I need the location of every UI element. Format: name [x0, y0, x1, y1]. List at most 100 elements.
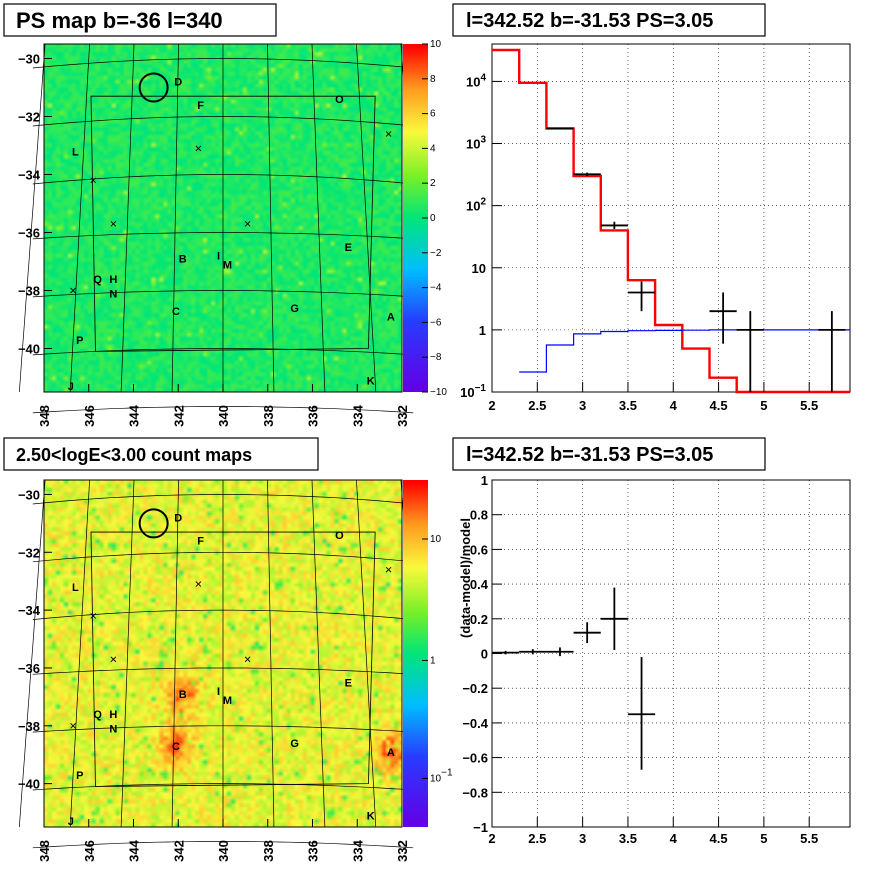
source-label: H: [109, 709, 117, 721]
x-tick-label: 336: [306, 840, 321, 862]
source-label: N: [109, 724, 117, 736]
x-tick-label: 2.5: [528, 831, 546, 846]
ps-map-x-ticks: 348 346 344 342 340 338 336 334 332: [37, 384, 410, 427]
y-tick-label: −36: [18, 661, 40, 676]
source-label: F: [197, 536, 204, 548]
spectrum-frame: [491, 43, 851, 393]
residual-y-ticks: 1 0.8 0.6 0.4 0.2 0 −0.2 −0.4 −0.6 −0.8 −1: [462, 473, 502, 835]
source-label: H: [109, 274, 117, 286]
colorbar-tick-label: 2: [430, 178, 436, 189]
source-label: I: [217, 686, 220, 698]
lon-gridline: [311, 43, 326, 393]
count-map-sources: D F O L E B IM Q HN C G A P K J: [68, 508, 395, 828]
spectrum-series: [492, 48, 850, 394]
colorbar-tick-label: 10: [430, 39, 442, 50]
colorbar-tick-label: −4: [430, 283, 442, 294]
residual-panel: 2 2.5 3 3.5 4 4.5 5 5.5 1 0.8 0.6 0.4 0.2 0 −0.2 −0.4 −…: [458, 473, 851, 846]
x-tick-label: 336: [306, 405, 321, 427]
source-label: G: [290, 738, 299, 750]
x-tick-label: 338: [261, 840, 276, 862]
source-label: A: [387, 747, 395, 759]
y-tick-label: 1: [479, 323, 486, 338]
source-cross: [385, 566, 392, 573]
x-tick-label: 5: [760, 831, 767, 846]
colorbar-tick-label: 10−1: [430, 767, 453, 784]
y-tick-label: −34: [18, 168, 41, 183]
source-label: N: [109, 288, 117, 300]
colorbar-tick-label: 8: [430, 74, 436, 85]
roi-outline: [90, 531, 376, 787]
colorbar-tick-label: 10: [430, 534, 442, 545]
residual-title: l=342.52 b=-31.53 PS=3.05: [466, 444, 713, 466]
source-cross: [70, 722, 76, 729]
source-label: K: [367, 810, 375, 822]
y-tick-label: −1: [473, 820, 488, 835]
residual-x-ticks: 2 2.5 3 3.5 4 4.5 5 5.5: [488, 817, 818, 846]
source-label: D: [174, 513, 182, 525]
x-tick-label: 346: [82, 405, 97, 427]
ps-map-colorbar-ticks: 10 8 6 4 2 0 −2 −4 −6 −8 −10: [422, 39, 447, 398]
source-label: O: [335, 94, 344, 106]
lon-gridline: [171, 43, 179, 393]
x-tick-label: 332: [395, 840, 410, 862]
x-tick-label: 3.5: [619, 831, 637, 846]
target-circle: [138, 72, 169, 103]
residual-frame: [491, 479, 851, 828]
ps-map-panel: 348 346 344 342 340 338 336 334 332 −30 −32 −34 −36…: [18, 39, 447, 427]
y-tick-label: −38: [18, 719, 40, 734]
y-tick-label: −38: [18, 284, 40, 299]
lon-gridline: [267, 43, 275, 393]
y-tick-label: −0.4: [462, 716, 488, 731]
x-tick-label: 344: [127, 839, 142, 861]
lat-gridline: [32, 841, 414, 849]
colorbar-tick-label: −8: [430, 352, 442, 363]
colorbar-tick-label: −6: [430, 317, 442, 328]
y-tick-label: −0.2: [462, 681, 488, 696]
source-cross: [90, 613, 97, 619]
colorbar-tick-label: 6: [430, 109, 436, 120]
x-tick-label: 342: [171, 840, 186, 862]
y-tick-label: 0.4: [470, 577, 489, 592]
source-label: Q: [93, 709, 102, 721]
y-tick-label: 102: [466, 197, 486, 214]
x-tick-label: 348: [37, 405, 52, 427]
x-tick-label: 332: [395, 405, 410, 427]
spectrum-y-ticks: 10−1 1 10 102 103 104: [460, 72, 502, 400]
y-tick-label: 0: [481, 647, 488, 662]
source-label: I: [217, 251, 220, 263]
y-tick-label: 10−1: [460, 383, 486, 400]
y-tick-label: −36: [18, 226, 40, 241]
source-label: C: [172, 741, 180, 753]
source-label: C: [172, 306, 180, 318]
y-tick-label: 0.2: [470, 612, 488, 627]
lon-gridline: [311, 479, 326, 828]
x-tick-label: 340: [216, 405, 231, 427]
source-label: A: [387, 312, 395, 324]
roi-outline: [90, 95, 376, 352]
residual-y-axis-label: (data-model)/model: [458, 518, 473, 638]
x-tick-label: 3: [579, 398, 586, 413]
lon-gridline: [69, 479, 90, 828]
spectrum-panel: 2 2.5 3 3.5 4 4.5 5 5.5 10−1 1 10 102 103 104: [460, 43, 851, 413]
y-tick-label: −32: [18, 545, 40, 560]
y-tick-label: 1: [481, 473, 488, 488]
colorbar-tick-label: 1: [430, 655, 436, 666]
map-title-counts: 2.50<logE<3.00 count maps: [16, 445, 252, 465]
lon-gridline: [69, 43, 90, 393]
spectrum-title: l=342.52 b=-31.53 PS=3.05: [466, 10, 713, 32]
source-label: P: [76, 770, 83, 782]
x-tick-label: 344: [127, 404, 142, 426]
y-tick-label: 0.6: [470, 542, 488, 557]
lon-gridline: [18, 43, 46, 393]
source-label: F: [197, 100, 204, 112]
x-tick-label: 5: [760, 398, 767, 413]
x-tick-label: 2: [488, 831, 495, 846]
map-title-ps: PS map b=-36 l=340: [16, 8, 223, 33]
source-cross: [244, 656, 251, 663]
source-label: K: [367, 375, 375, 387]
source-label: L: [72, 146, 79, 158]
y-tick-label: −30: [18, 52, 40, 67]
source-cross: [385, 131, 392, 137]
source-cross: [195, 581, 202, 587]
